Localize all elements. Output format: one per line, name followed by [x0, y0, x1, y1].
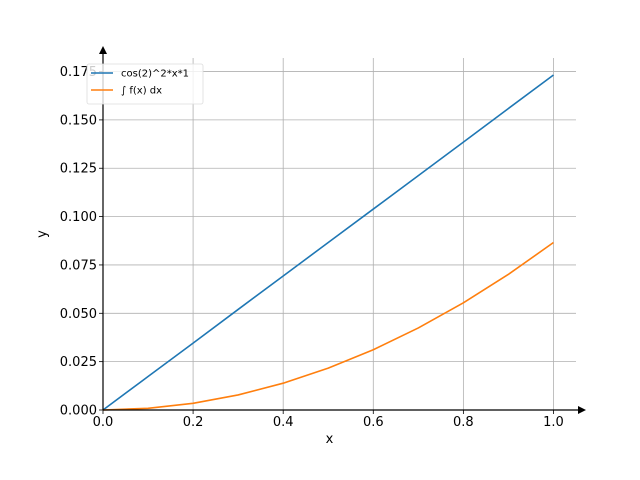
y-axis-label: y — [35, 230, 50, 238]
grid — [102, 58, 576, 411]
y-tick-label: 0.025 — [60, 355, 97, 370]
y-axis-arrowhead — [99, 46, 107, 54]
series-layer — [102, 74, 554, 411]
x-axis-label: x — [326, 432, 334, 447]
x-axis-arrowhead — [578, 406, 586, 414]
series-line-1 — [102, 241, 554, 411]
legend-entry: ∫ f(x) dx — [121, 86, 162, 97]
x-tick-label: 0.0 — [93, 415, 114, 430]
series-line-0 — [102, 74, 554, 411]
x-tick-label: 0.4 — [273, 415, 294, 430]
ticks: 0.0 0.2 0.4 0.6 0.8 1.0 0.000 0.025 0.050 0.075 0.… — [60, 65, 564, 430]
y-tick-label: 0.075 — [60, 258, 97, 273]
legend: cos(2)^2*x*1 ∫ f(x) dx — [86, 63, 204, 105]
axes — [99, 46, 586, 414]
y-tick-label: 0.000 — [60, 404, 97, 419]
x-tick-label: 0.2 — [183, 415, 204, 430]
x-tick-label: 0.8 — [453, 415, 474, 430]
x-tick-label: 1.0 — [543, 415, 564, 430]
x-tick-label: 0.6 — [363, 415, 384, 430]
legend-box — [86, 63, 204, 105]
y-tick-label: 0.050 — [60, 307, 97, 322]
y-tick-label: 0.100 — [60, 210, 97, 225]
y-tick-label: 0.125 — [60, 162, 97, 177]
y-tick-label: 0.150 — [60, 113, 97, 128]
legend-entry: cos(2)^2*x*1 — [121, 69, 189, 80]
